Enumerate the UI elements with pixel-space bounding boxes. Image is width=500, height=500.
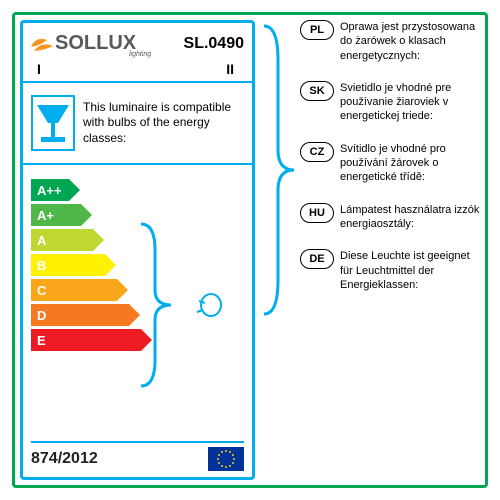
roman-right: II <box>226 61 234 77</box>
language-description: Diese Leuchte ist geeignet für Leuchtmit… <box>340 249 482 292</box>
language-list: PL Oprawa jest przystosowana do żarówek o… <box>300 20 482 310</box>
svg-text:SOLLUX: SOLLUX <box>55 32 137 54</box>
sollux-logo: SOLLUX lighting <box>31 29 171 59</box>
language-code-pill: SK <box>300 81 334 101</box>
energy-class-arrowhead <box>69 179 80 201</box>
energy-class-label: A++ <box>31 179 69 201</box>
brace-small <box>135 220 185 390</box>
compat-text: This luminaire is compatible with bulbs … <box>83 100 244 147</box>
language-description: Svítidlo je vhodné pro používání žárovek… <box>340 142 482 185</box>
roman-left: I <box>37 61 41 77</box>
language-code-pill: CZ <box>300 142 334 162</box>
energy-class-label: A+ <box>31 204 81 226</box>
language-description: Svietidlo je vhodné pre používanie žiaro… <box>340 81 482 124</box>
eu-flag-icon <box>208 447 244 471</box>
energy-class-label: A <box>31 229 93 251</box>
energy-class-arrowhead <box>81 204 92 226</box>
model-number: SL.0490 <box>184 35 244 53</box>
language-item: SK Svietidlo je vhodné pre používanie žia… <box>300 81 482 124</box>
language-description: Lámpatest használatra izzók energiaosztá… <box>340 203 482 232</box>
language-description: Oprawa jest przystosowana do żarówek o k… <box>340 20 482 63</box>
language-item: CZ Svítidlo je vhodné pro používání žárov… <box>300 142 482 185</box>
divider-mid <box>23 163 252 165</box>
energy-class-label: C <box>31 279 117 301</box>
energy-class-label: D <box>31 304 129 326</box>
energy-class-arrowhead <box>93 229 104 251</box>
energy-class-label: E <box>31 329 141 351</box>
energy-class-arrowhead <box>105 254 116 276</box>
compat-row: This luminaire is compatible with bulbs … <box>23 87 252 159</box>
lamp-icon <box>33 101 73 145</box>
lamp-icon-box <box>31 95 75 151</box>
energy-class-label: B <box>31 254 105 276</box>
regulation-number: 874/2012 <box>31 450 98 468</box>
language-item: HU Lámpatest használatra izzók energiaosz… <box>300 203 482 232</box>
footer-row: 874/2012 <box>31 441 244 471</box>
divider-top <box>23 81 252 83</box>
language-item: PL Oprawa jest przystosowana do żarówek o… <box>300 20 482 63</box>
language-code-pill: HU <box>300 203 334 223</box>
language-item: DE Diese Leuchte ist geeignet für Leuchtm… <box>300 249 482 292</box>
bulb-icon <box>195 292 225 322</box>
energy-class-row: A++ <box>31 179 244 201</box>
language-code-pill: DE <box>300 249 334 269</box>
language-code-pill: PL <box>300 20 334 40</box>
roman-row: I II <box>23 61 252 77</box>
svg-text:lighting: lighting <box>129 51 151 58</box>
logo-row: SOLLUX lighting SL.0490 <box>23 23 252 61</box>
energy-class-arrowhead <box>117 279 128 301</box>
brace-large <box>258 20 298 320</box>
